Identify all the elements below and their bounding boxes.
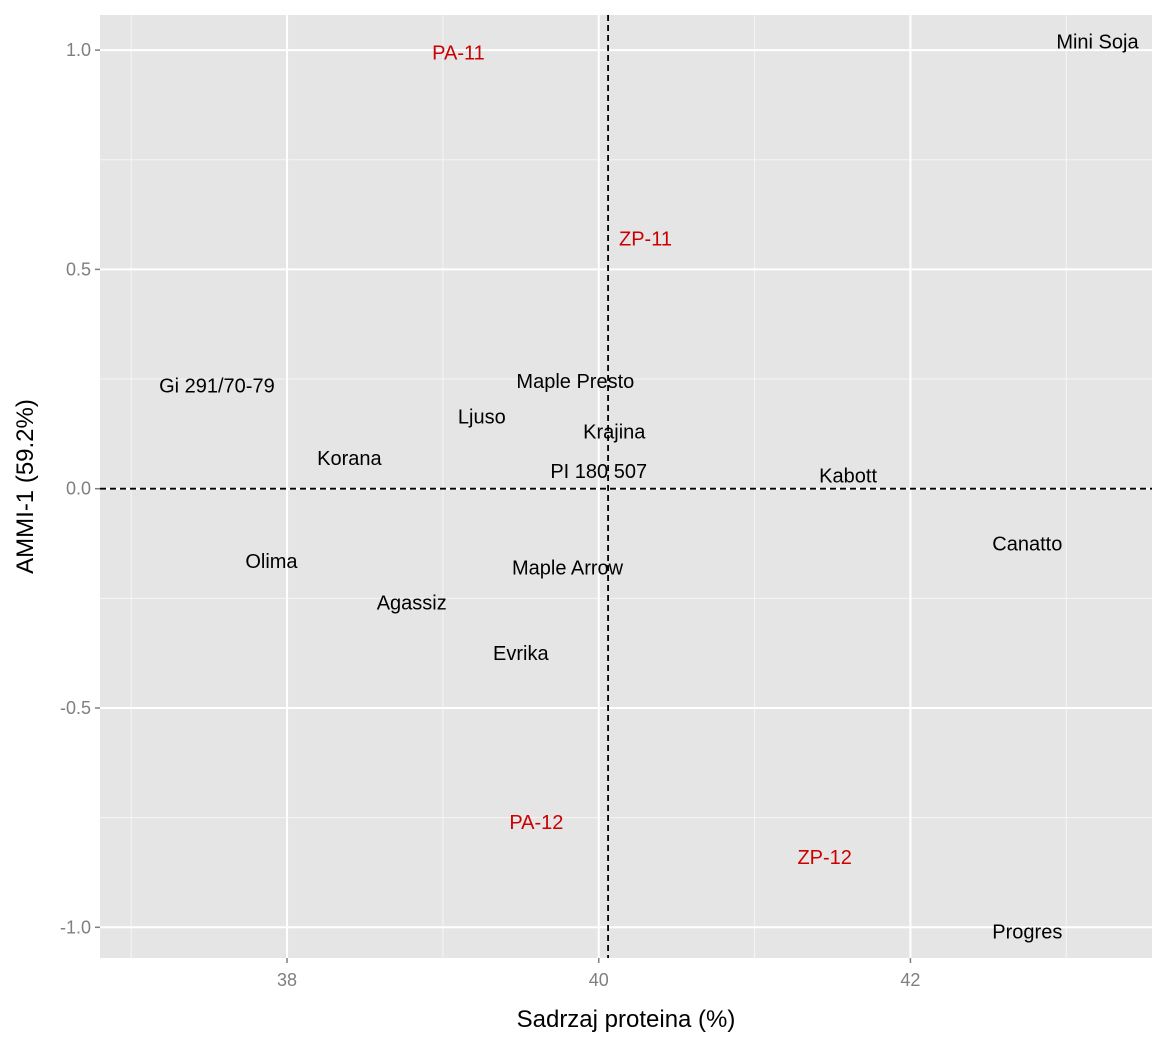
- y-axis-title: AMMI-1 (59.2%): [12, 399, 39, 574]
- point-label: Maple Arrow: [512, 558, 624, 580]
- x-tick-label: 38: [277, 970, 297, 990]
- x-axis-ticks: 38 40 42: [277, 958, 920, 990]
- point-label: Maple Presto: [516, 371, 634, 393]
- reference-lines: [100, 15, 1152, 958]
- point-label: ZP-11: [619, 229, 672, 251]
- x-tick-label: 40: [589, 970, 609, 990]
- point-label: PI 180 507: [550, 461, 647, 483]
- x-axis-title: Sadrzaj proteina (%): [517, 1006, 736, 1033]
- y-axis-ticks: -1.0 -0.5 0.0 0.5 1.0: [60, 40, 100, 937]
- y-tick-label: 0.0: [66, 479, 91, 499]
- data-labels: Mini Soja Gi 291/70-79 Maple Presto Ljuso Kr…: [159, 31, 1139, 943]
- point-label: Evrika: [493, 643, 549, 665]
- y-tick-label: -1.0: [60, 917, 91, 937]
- point-label: Kabott: [819, 466, 877, 488]
- y-tick-label: 1.0: [66, 40, 91, 60]
- point-label: Canatto: [992, 534, 1062, 556]
- point-label: Agassiz: [377, 593, 447, 615]
- y-tick-label: -0.5: [60, 698, 91, 718]
- minor-gridlines: [100, 15, 1152, 958]
- x-tick-label: 42: [900, 970, 920, 990]
- point-label: PA-12: [509, 812, 563, 834]
- point-label: Mini Soja: [1056, 31, 1139, 53]
- point-label: Gi 291/70-79: [159, 376, 275, 398]
- point-label: Olima: [245, 551, 298, 573]
- point-label: Progres: [992, 922, 1062, 944]
- point-label: Krajina: [583, 422, 646, 444]
- point-label: PA-11: [432, 42, 485, 64]
- point-label: Korana: [317, 448, 382, 470]
- point-label: ZP-12: [797, 847, 851, 869]
- point-label: Ljuso: [458, 406, 506, 428]
- y-tick-label: 0.5: [66, 259, 91, 279]
- plot-panel: [100, 15, 1152, 958]
